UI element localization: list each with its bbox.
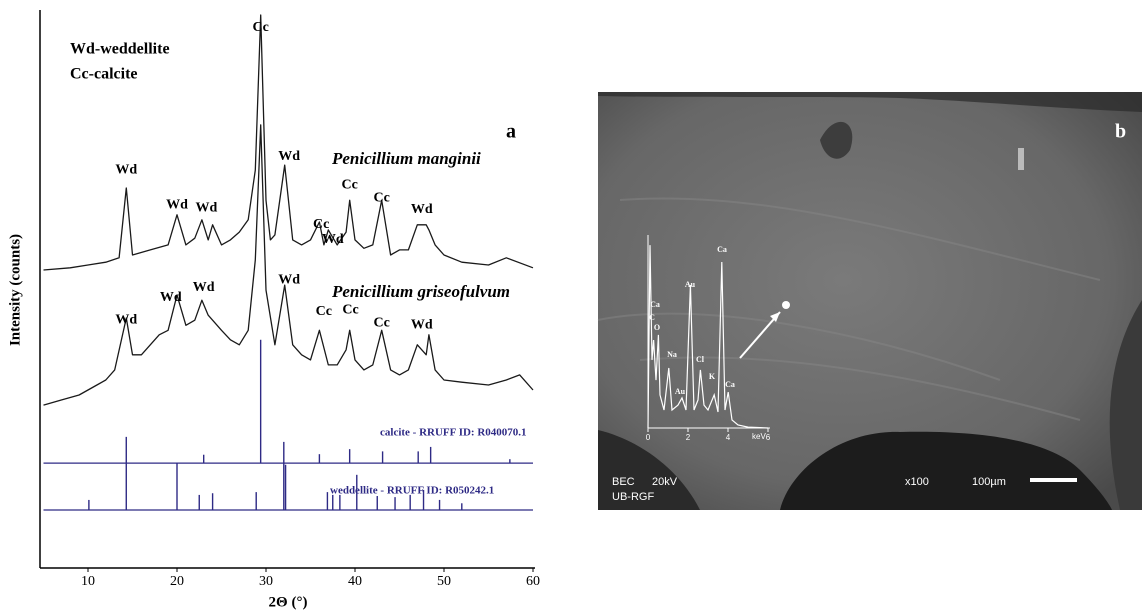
x-tick-label: 6 [766,433,771,442]
sem-shadow [1109,300,1142,510]
peak-label: Cc [341,177,357,192]
peak-label: Ca [650,300,660,309]
x-tick-label: 10 [81,574,95,589]
peak-label: Cc [374,315,390,330]
x-tick-label: 0 [646,433,651,442]
y-axis-label: Intensity (counts) [7,234,23,346]
peak-label: Na [667,350,677,359]
x-tick-label: 20 [170,574,184,589]
series-label: weddellite - RRUFF ID: R050242.1 [330,485,494,497]
peak-label: Wd [160,290,182,305]
peak-label: Cc [313,217,329,232]
sem-texture [597,197,1101,421]
peak-label: Cc [374,190,390,205]
peak-label: Wd [166,198,188,213]
x-tick-label: 40 [348,574,362,589]
peak-label: Ca [725,380,735,389]
x-tick-label: 4 [726,433,731,442]
trace [43,124,534,406]
peak-label: Cc [252,20,268,35]
sem-shadow [598,430,700,510]
peak-label: Wd [195,200,217,215]
detector: BEC [612,476,635,488]
arrow-head [770,312,780,322]
peak-label: C [649,313,655,322]
peak-label: Ca [717,245,727,254]
x-tick-label: 30 [259,574,273,589]
inset-x-label: keV [752,432,766,441]
legend-text: Cc-calcite [70,66,138,83]
series-label: Penicillium manginii [331,149,481,168]
peak-label: Cc [316,304,332,319]
trace [43,14,534,271]
peak-label: O [654,323,660,332]
x-tick-label: 60 [526,574,540,589]
peak-label: Wd [115,312,137,327]
series-label: calcite - RRUFF ID: R040070.1 [380,427,527,439]
voltage: 20kV [652,476,678,488]
arrow [739,311,781,359]
spectrum [647,245,769,429]
peak-label: Wd [411,317,433,332]
lab: UB-RGF [612,491,654,503]
x-tick-label: 50 [437,574,451,589]
panel-label: b [1115,121,1126,143]
legend-text: Wd-weddellite [70,41,170,58]
sem-cavity [780,431,1112,510]
scale-label: 100µm [972,476,1006,488]
sem-shadow [598,92,1142,112]
x-axis-label: 2Θ (°) [269,594,308,610]
x-tick-label: 2 [686,433,691,442]
peak-label: K [709,372,716,381]
sem-feature [820,121,853,159]
peak-label: Wd [411,202,433,217]
panel-label: a [506,121,516,143]
peak-label: Wd [278,272,300,287]
peak-label: Wd [193,280,215,295]
peak-label: Au [675,387,686,396]
sem-particle [1018,148,1024,170]
magnification: x100 [905,476,929,488]
sem-image: b BEC 20kV UB-RGF x100 100µm [597,92,1142,510]
peak-label: Wd [278,149,300,164]
peak-label: Wd [115,162,137,177]
peak-label: Au [685,280,696,289]
peak-label: Wd [322,232,344,247]
peak-label: Cl [696,355,705,364]
peak-label: Cc [342,302,358,317]
series-label: Penicillium griseofulvum [331,282,510,301]
spot [782,301,790,309]
